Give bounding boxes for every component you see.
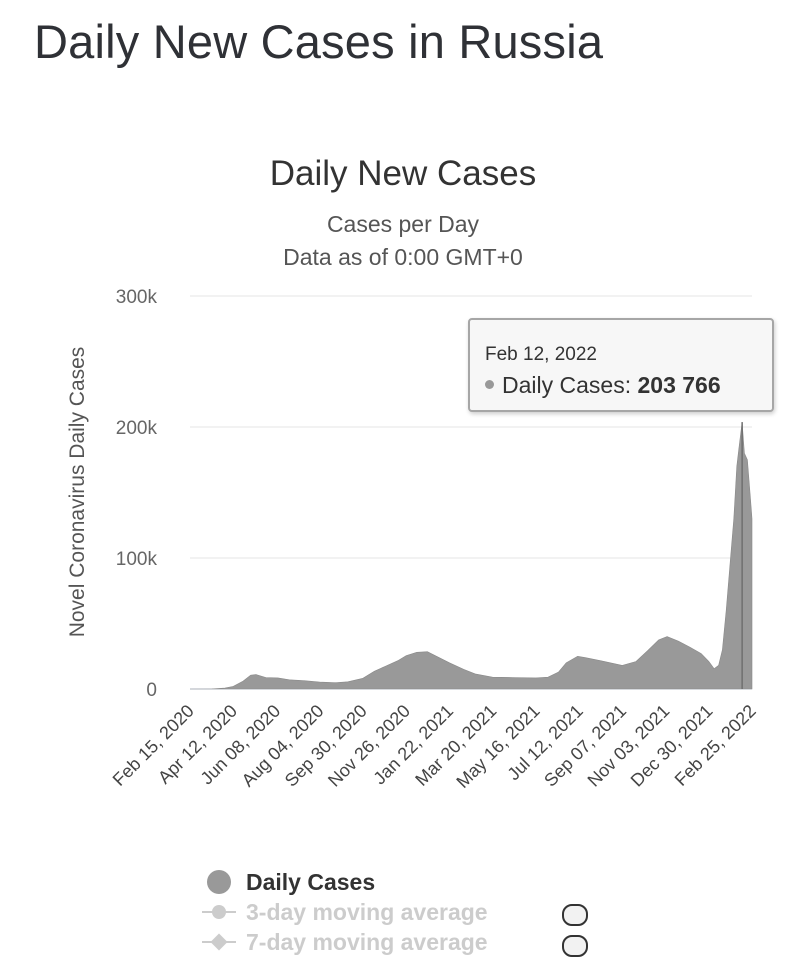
toggle-3-day-average[interactable]: [562, 904, 588, 926]
page-title: Daily New Cases in Russia: [34, 15, 604, 68]
tooltip-value: 203 766: [637, 372, 721, 398]
chart-subtitle: Cases per Day: [326, 211, 480, 237]
toggle-7-day-average[interactable]: [562, 935, 588, 957]
legend-label: Daily Cases: [246, 869, 376, 895]
legend-item-7-day-average[interactable]: 7-day moving average: [200, 928, 488, 956]
y-tick-label: 100k: [116, 549, 158, 570]
y-tick-label: 300k: [116, 287, 158, 308]
tooltip-row: Daily Cases: 203 766: [485, 372, 721, 399]
tooltip-dot-icon: [485, 380, 494, 390]
legend-marker-circle-icon: [200, 868, 240, 896]
legend-marker-line-dot-icon: [200, 898, 240, 926]
legend-label: 7-day moving average: [246, 929, 488, 955]
tooltip-label: Daily Cases:: [502, 372, 632, 398]
legend-item-daily-cases[interactable]: Daily Cases: [200, 868, 375, 896]
legend-label: 3-day moving average: [246, 899, 488, 925]
series-daily-cases-area: [189, 422, 753, 690]
legend-marker-line-diamond-icon: [200, 928, 240, 956]
chart-title: Daily New Cases: [269, 154, 537, 193]
tooltip-date: Feb 12, 2022: [485, 344, 597, 365]
y-axis-label: Novel Coronavirus Daily Cases: [66, 347, 89, 638]
y-tick-label: 0: [146, 680, 157, 701]
y-tick-label: 200k: [116, 418, 158, 439]
legend-item-3-day-average[interactable]: 3-day moving average: [200, 898, 488, 926]
tooltip: Feb 12, 2022 Daily Cases: 203 766: [468, 318, 774, 412]
chart-subtitle-date: Data as of 0:00 GMT+0: [283, 244, 523, 270]
